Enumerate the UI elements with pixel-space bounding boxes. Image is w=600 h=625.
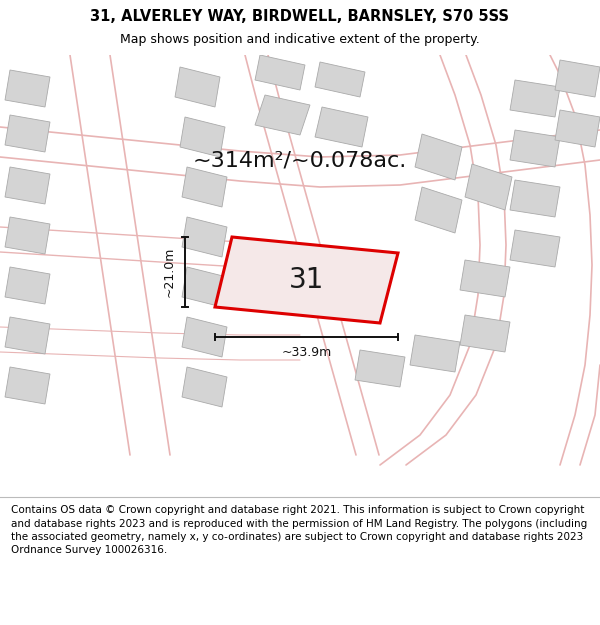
Polygon shape <box>555 60 600 97</box>
Text: 31, ALVERLEY WAY, BIRDWELL, BARNSLEY, S70 5SS: 31, ALVERLEY WAY, BIRDWELL, BARNSLEY, S7… <box>91 9 509 24</box>
Polygon shape <box>460 260 510 297</box>
Polygon shape <box>510 230 560 267</box>
Polygon shape <box>5 317 50 354</box>
Polygon shape <box>355 350 405 387</box>
Polygon shape <box>315 62 365 97</box>
Polygon shape <box>460 315 510 352</box>
Text: 31: 31 <box>289 266 325 294</box>
Polygon shape <box>555 110 600 147</box>
Polygon shape <box>5 115 50 152</box>
Polygon shape <box>182 267 227 307</box>
Polygon shape <box>410 335 460 372</box>
Polygon shape <box>5 217 50 254</box>
Polygon shape <box>5 367 50 404</box>
Polygon shape <box>255 55 305 90</box>
Polygon shape <box>415 134 462 180</box>
Polygon shape <box>315 107 368 147</box>
Polygon shape <box>215 237 398 323</box>
Polygon shape <box>180 117 225 157</box>
Polygon shape <box>255 95 310 135</box>
Polygon shape <box>5 267 50 304</box>
Text: Contains OS data © Crown copyright and database right 2021. This information is : Contains OS data © Crown copyright and d… <box>11 506 587 555</box>
Text: ~314m²/~0.078ac.: ~314m²/~0.078ac. <box>193 150 407 170</box>
Polygon shape <box>510 130 560 167</box>
Polygon shape <box>182 317 227 357</box>
Polygon shape <box>510 80 560 117</box>
Polygon shape <box>182 167 227 207</box>
Polygon shape <box>510 180 560 217</box>
Polygon shape <box>5 167 50 204</box>
Text: ~33.9m: ~33.9m <box>281 346 332 359</box>
Polygon shape <box>465 164 512 210</box>
Polygon shape <box>182 217 227 257</box>
Polygon shape <box>415 187 462 233</box>
Polygon shape <box>175 67 220 107</box>
Text: Map shows position and indicative extent of the property.: Map shows position and indicative extent… <box>120 33 480 46</box>
Text: ~21.0m: ~21.0m <box>163 247 176 297</box>
Polygon shape <box>5 70 50 107</box>
Polygon shape <box>182 367 227 407</box>
